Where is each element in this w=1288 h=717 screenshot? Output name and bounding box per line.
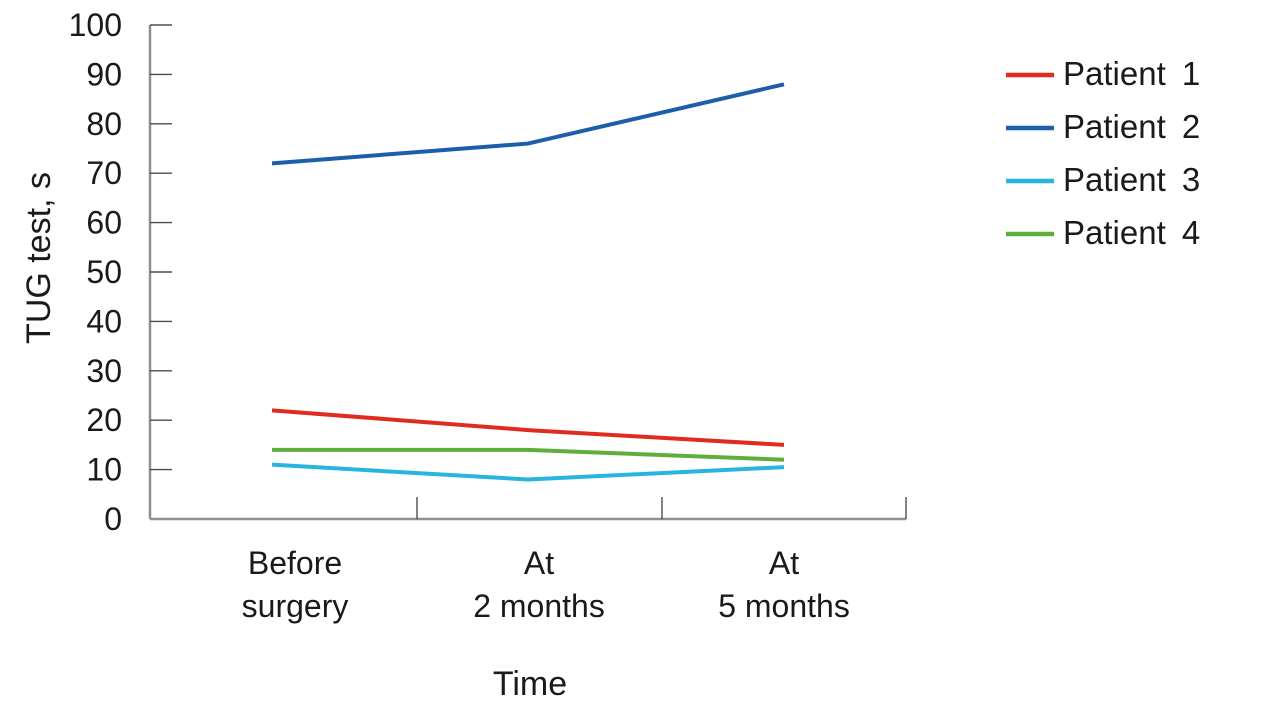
- x-category-label-1-line-2: surgery: [242, 588, 349, 624]
- x-category-label-3-line-1: At: [769, 545, 799, 581]
- x-category-label-2-line-1: At: [524, 545, 554, 581]
- y-tick-label-80: 80: [86, 106, 122, 142]
- legend-label-patient-3: Patient 3: [1063, 161, 1200, 198]
- legend: Patient 1 Patient 2 Patient 3 Patient 4: [1006, 55, 1200, 251]
- y-tick-label-20: 20: [86, 402, 122, 438]
- series-line-patient-1: [271, 408, 785, 447]
- y-tick-label-90: 90: [86, 56, 122, 92]
- x-axis-title: Time: [493, 665, 567, 703]
- y-tick-label-30: 30: [86, 353, 122, 389]
- x-axis-labels: Before surgery At 2 months At 5 months: [242, 545, 850, 624]
- y-axis-title: TUG test, s: [20, 172, 58, 344]
- y-axis-ticks: 0 10 20 30 40 50 60 70 80 90 100: [69, 7, 172, 537]
- y-tick-label-40: 40: [86, 303, 122, 339]
- x-category-label-3-line-2: 5 months: [718, 588, 850, 624]
- y-tick-label-50: 50: [86, 254, 122, 290]
- y-tick-label-100: 100: [69, 7, 122, 43]
- x-axis-ticks: [416, 497, 907, 519]
- y-tick-label-0: 0: [104, 501, 122, 537]
- series-line-patient-2: [271, 82, 785, 166]
- legend-label-patient-4: Patient 4: [1063, 214, 1200, 251]
- y-tick-label-10: 10: [86, 452, 122, 488]
- series-line-patient-4: [272, 447, 785, 462]
- x-category-label-2-line-2: 2 months: [473, 588, 605, 624]
- data-series: [271, 82, 785, 482]
- y-tick-label-60: 60: [86, 205, 122, 241]
- legend-label-patient-1: Patient 1: [1063, 55, 1200, 92]
- series-line-patient-3: [271, 462, 785, 482]
- x-category-label-1-line-1: Before: [248, 545, 342, 581]
- legend-label-patient-2: Patient 2: [1063, 108, 1200, 145]
- y-tick-label-70: 70: [86, 155, 122, 191]
